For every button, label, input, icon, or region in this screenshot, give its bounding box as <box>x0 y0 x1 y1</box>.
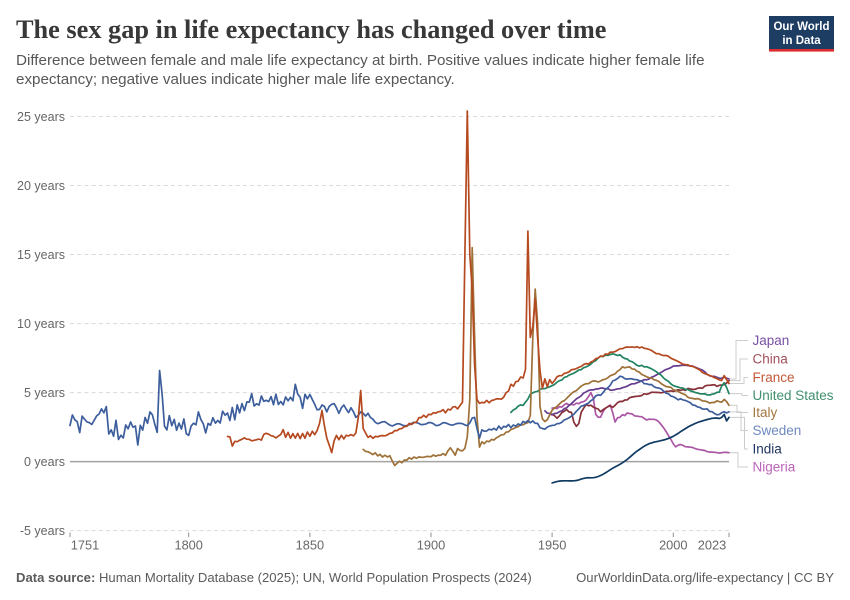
svg-text:1751: 1751 <box>71 538 99 553</box>
svg-text:Sweden: Sweden <box>753 423 802 438</box>
svg-text:India: India <box>753 442 783 457</box>
svg-text:Data source: Human Mortality D: Data source: Human Mortality Database (2… <box>16 570 532 585</box>
svg-text:1950: 1950 <box>538 538 566 553</box>
svg-text:United States: United States <box>753 388 834 403</box>
svg-text:2023: 2023 <box>698 538 726 553</box>
svg-text:OurWorldinData.org/life-expect: OurWorldinData.org/life-expectancy | CC … <box>576 570 834 585</box>
svg-text:expectancy; negative values in: expectancy; negative values indicate hig… <box>16 71 455 88</box>
svg-text:1800: 1800 <box>174 538 202 553</box>
svg-text:Nigeria: Nigeria <box>753 460 796 475</box>
svg-text:1900: 1900 <box>417 538 445 553</box>
svg-text:0 years: 0 years <box>24 455 65 469</box>
svg-text:20 years: 20 years <box>17 179 65 193</box>
svg-text:Japan: Japan <box>753 333 790 348</box>
svg-text:10 years: 10 years <box>17 317 65 331</box>
svg-text:Our World: Our World <box>773 21 829 33</box>
svg-text:France: France <box>753 370 795 385</box>
svg-text:China: China <box>753 352 789 367</box>
svg-text:-5 years: -5 years <box>20 524 65 538</box>
svg-text:5 years: 5 years <box>24 386 65 400</box>
svg-text:1850: 1850 <box>296 538 324 553</box>
svg-text:The sex gap in life expectancy: The sex gap in life expectancy has chang… <box>16 15 606 44</box>
svg-text:Italy: Italy <box>753 405 778 420</box>
svg-text:in Data: in Data <box>782 35 821 47</box>
svg-text:Difference between female and: Difference between female and male life … <box>16 52 705 69</box>
svg-text:25 years: 25 years <box>17 110 65 124</box>
svg-text:15 years: 15 years <box>17 248 65 262</box>
svg-text:2000: 2000 <box>659 538 687 553</box>
